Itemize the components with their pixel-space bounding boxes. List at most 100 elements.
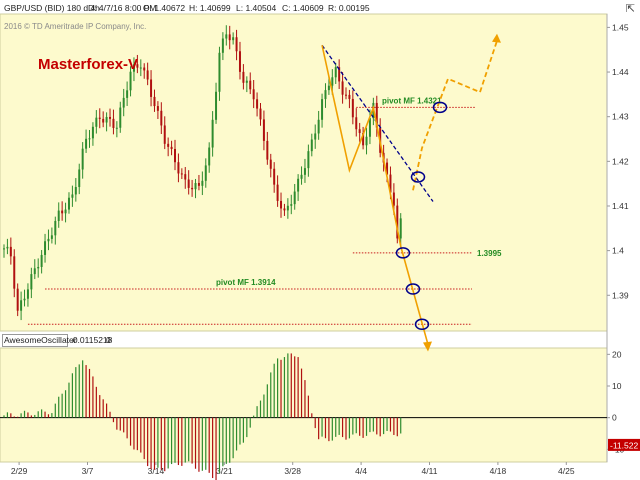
candle-body	[129, 71, 132, 91]
candle-body	[20, 300, 23, 311]
candle-body	[191, 187, 194, 190]
projection-down-path	[399, 245, 429, 345]
candle-body	[50, 235, 53, 239]
candle-body	[297, 178, 300, 192]
pattern-zigzag	[321, 45, 402, 247]
candle-body	[290, 204, 293, 206]
pin-icon[interactable]: ⇱	[625, 3, 635, 15]
candle-body	[324, 90, 327, 100]
candle-body	[348, 94, 351, 99]
candle-body	[81, 148, 84, 170]
candle-body	[389, 174, 392, 193]
header-range: R: 0.00195	[328, 3, 370, 13]
candle-body	[122, 97, 125, 108]
indicator-value: -0.0115218	[70, 335, 113, 345]
candle-body	[283, 208, 286, 211]
candle-body	[194, 183, 197, 190]
indicator-name[interactable]: AwesomeOscillator	[4, 335, 77, 345]
projection-up-arrowhead	[492, 33, 501, 43]
candle-body	[91, 126, 94, 139]
candle-body	[293, 191, 296, 205]
candle-body	[23, 298, 26, 301]
candle-body	[317, 119, 320, 134]
osc-last-value-badge	[608, 438, 640, 451]
candle-body	[345, 94, 347, 96]
candle-body	[187, 179, 190, 188]
candle-body	[64, 209, 67, 214]
candle-body	[33, 268, 36, 275]
x-tick-label: 3/14	[148, 466, 165, 476]
candle-body	[3, 248, 5, 250]
projection-up-path	[412, 40, 498, 191]
candle-body	[170, 146, 173, 149]
candle-body	[37, 266, 40, 269]
candle-body	[78, 169, 81, 188]
trendline	[321, 44, 434, 202]
pivot-level-label: 1.3995	[477, 249, 502, 258]
candle-body	[61, 210, 64, 214]
x-tick-label: 4/18	[490, 466, 507, 476]
price-y-tick-label: 1.45	[612, 22, 629, 32]
candle-body	[177, 162, 180, 174]
candle-body	[269, 159, 272, 169]
candle-body	[232, 37, 235, 41]
x-tick-label: 4/4	[355, 466, 367, 476]
candle-body	[238, 51, 241, 72]
candle-body	[235, 37, 238, 52]
candle-body	[392, 192, 395, 206]
x-tick-label: 3/28	[284, 466, 301, 476]
indicator-name-box[interactable]	[2, 334, 68, 347]
candle-body	[201, 180, 204, 186]
candle-body	[286, 205, 289, 211]
candle-body	[146, 70, 149, 80]
candle-body	[26, 289, 29, 299]
candle-body	[300, 174, 303, 179]
price-y-tick-label: 1.42	[612, 156, 629, 166]
candle-body	[375, 102, 378, 128]
candle-body	[40, 254, 43, 267]
candle-body	[184, 174, 187, 180]
price-y-tick-label: 1.41	[612, 201, 629, 211]
candle-body	[310, 139, 313, 152]
target-ellipse	[432, 101, 448, 114]
candle-body	[331, 77, 334, 86]
copyright-text: 2016 © TD Ameritrade IP Company, Inc.	[4, 22, 147, 31]
candle-body	[16, 288, 19, 311]
candle-body	[303, 168, 306, 175]
candle-body	[44, 241, 47, 255]
target-ellipse	[410, 171, 426, 183]
candle-body	[9, 246, 12, 257]
candle-body	[314, 133, 317, 140]
candle-body	[252, 89, 255, 100]
price-y-tick-label: 1.43	[612, 112, 629, 122]
candle-body	[88, 138, 91, 140]
candle-body	[334, 67, 337, 78]
candle-body	[143, 67, 146, 71]
x-tick-label: 2/29	[11, 466, 28, 476]
target-ellipse	[405, 283, 421, 295]
candle-body	[126, 90, 129, 98]
candle-body	[6, 246, 9, 249]
candle-body	[327, 85, 330, 91]
candle-body	[218, 52, 221, 92]
x-tick-label: 3/21	[216, 466, 233, 476]
candle-body	[221, 38, 224, 53]
candle-body	[57, 210, 60, 221]
candle-body	[150, 79, 153, 97]
target-ellipse	[414, 318, 430, 331]
pivot-level-label: pivot MF 1.3914	[216, 278, 276, 287]
oscillator-bars-group	[3, 353, 402, 480]
candle-body	[163, 125, 166, 144]
candle-body	[211, 119, 214, 148]
candle-body	[204, 165, 207, 181]
candle-body	[47, 238, 50, 242]
candle-body	[136, 64, 139, 68]
candle-body	[180, 173, 183, 175]
osc-last-value-label: -11.522	[610, 440, 638, 450]
candle-body	[355, 117, 358, 130]
candle-body	[242, 71, 245, 83]
candle-body	[160, 110, 163, 126]
price-y-tick-label: 1.39	[612, 290, 629, 300]
price-panel-bg	[0, 13, 608, 332]
